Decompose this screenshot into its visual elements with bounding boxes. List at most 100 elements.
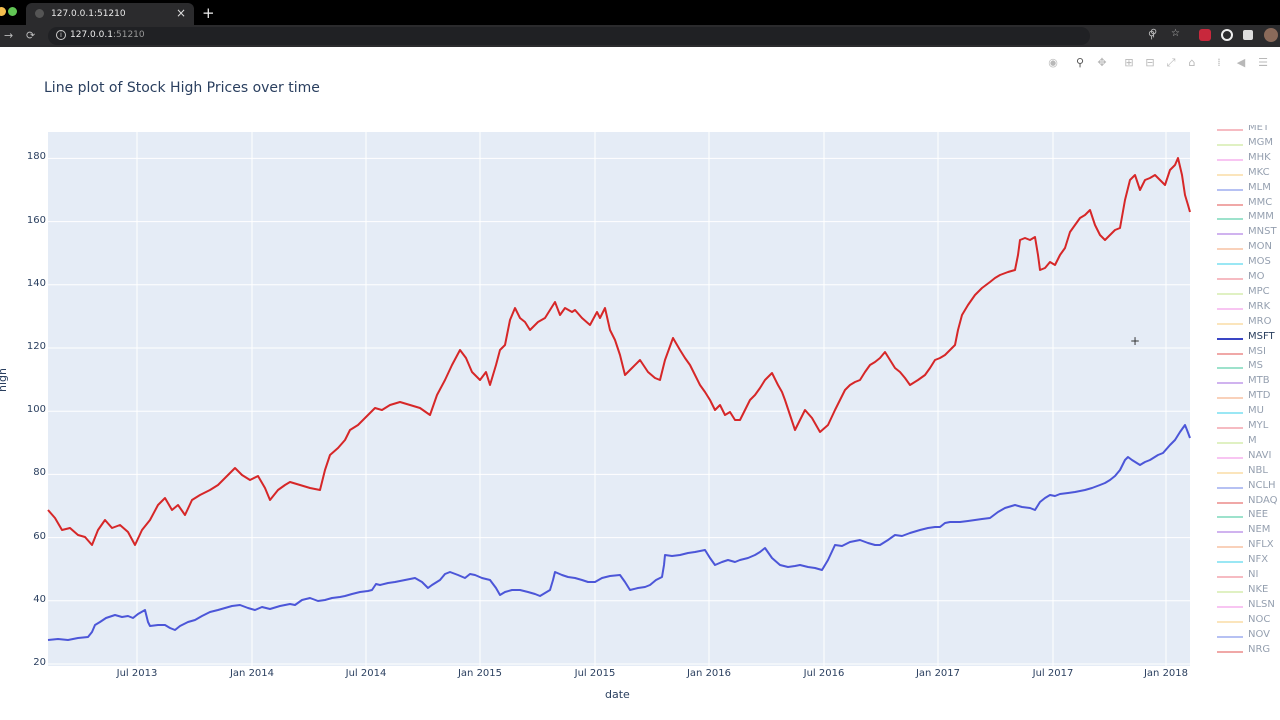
legend-label: NRG (1248, 643, 1271, 655)
window-minimize-button[interactable] (0, 7, 6, 16)
legend-label: MRK (1248, 300, 1271, 312)
legend-label: NBL (1248, 464, 1268, 476)
legend-item-m[interactable]: M (1213, 435, 1280, 450)
legend-item-nbl[interactable]: NBL (1213, 465, 1280, 480)
legend-swatch (1217, 233, 1243, 236)
zoom-page-icon[interactable]: ⚲ (1148, 30, 1156, 41)
legend-item-met[interactable]: MET (1213, 125, 1280, 137)
legend-swatch (1217, 412, 1243, 415)
legend-item-nflx[interactable]: NFLX (1213, 539, 1280, 554)
legend-label: MMC (1248, 196, 1273, 208)
legend-item-mu[interactable]: MU (1213, 405, 1280, 420)
legend-swatch (1217, 129, 1243, 131)
page-zoom-icon[interactable]: ⚲ (1150, 28, 1158, 39)
legend-swatch (1217, 501, 1243, 504)
series-line-msft[interactable] (47, 424, 1191, 641)
legend-label: MGM (1248, 136, 1274, 148)
zoom-out-icon[interactable]: ⊟ (1145, 56, 1155, 69)
legend-label: NCLH (1248, 479, 1276, 491)
hover-closest-icon[interactable]: ◀ (1236, 56, 1246, 69)
legend-item-navi[interactable]: NAVI (1213, 450, 1280, 465)
hover-compare-icon[interactable]: ☰ (1258, 56, 1268, 69)
legend-item-nke[interactable]: NKE (1213, 584, 1280, 599)
new-tab-button[interactable]: + (202, 4, 215, 22)
y-tick-label: 40 (33, 593, 46, 605)
legend-item-mlm[interactable]: MLM (1213, 182, 1280, 197)
legend-swatch (1217, 605, 1243, 608)
legend-item-nem[interactable]: NEM (1213, 524, 1280, 539)
url-port: :51210 (112, 30, 145, 40)
legend-swatch (1217, 635, 1243, 638)
legend-swatch (1217, 620, 1243, 623)
legend-item-mtb[interactable]: MTB (1213, 375, 1280, 390)
legend-swatch (1217, 590, 1243, 593)
y-tick-label: 100 (26, 404, 46, 416)
window-maximize-button[interactable] (8, 7, 17, 16)
plot-area[interactable] (48, 132, 1190, 666)
bookmark-star-icon[interactable]: ☆ (1171, 28, 1180, 39)
legend-item-mo[interactable]: MO (1213, 271, 1280, 286)
legend-item-nov[interactable]: NOV (1213, 629, 1280, 644)
legend-label: MLM (1248, 181, 1271, 193)
legend-item-ms[interactable]: MS (1213, 360, 1280, 375)
legend-item-nee[interactable]: NEE (1213, 509, 1280, 524)
legend-item-mpc[interactable]: MPC (1213, 286, 1280, 301)
spike-lines-icon[interactable]: ⁞ (1217, 56, 1221, 69)
legend-swatch (1217, 337, 1243, 340)
extension-red-icon[interactable] (1199, 29, 1211, 41)
browser-tab[interactable]: 127.0.0.1:51210 × (26, 3, 194, 25)
legend-item-mgm[interactable]: MGM (1213, 137, 1280, 152)
info-icon[interactable]: i (56, 30, 66, 40)
legend-item-mos[interactable]: MOS (1213, 256, 1280, 271)
zoom-in-icon[interactable]: ⊞ (1124, 56, 1134, 69)
extensions-puzzle-icon[interactable] (1243, 30, 1253, 40)
legend-item-nclh[interactable]: NCLH (1213, 480, 1280, 495)
globe-icon (35, 9, 44, 18)
legend-item-mhk[interactable]: MHK (1213, 152, 1280, 167)
forward-icon[interactable]: → (4, 29, 14, 42)
legend-item-mmc[interactable]: MMC (1213, 197, 1280, 212)
x-tick-label: Jul 2014 (345, 668, 387, 679)
download-plot-icon[interactable]: ◉ (1048, 56, 1058, 69)
x-tick-label: Jan 2014 (229, 668, 275, 679)
legend-item-ni[interactable]: NI (1213, 569, 1280, 584)
y-tick-label: 140 (26, 277, 46, 289)
legend-item-mtd[interactable]: MTD (1213, 390, 1280, 405)
legend-label: NEE (1248, 509, 1269, 521)
legend-item-mmm[interactable]: MMM (1213, 211, 1280, 226)
reset-axes-icon[interactable]: ⌂ (1188, 56, 1196, 69)
reload-icon[interactable]: ⟳ (26, 29, 36, 42)
autoscale-icon[interactable]: ⤢ (1166, 56, 1176, 69)
legend-item-msft[interactable]: MSFT (1213, 331, 1280, 346)
zoom-icon[interactable]: ⚲ (1075, 56, 1085, 69)
legend-item-ndaq[interactable]: NDAQ (1213, 495, 1280, 510)
legend-item-msi[interactable]: MSI (1213, 346, 1280, 361)
github-extension-icon[interactable] (1221, 29, 1233, 41)
legend-item-mon[interactable]: MON (1213, 241, 1280, 256)
legend-label: MPC (1248, 285, 1270, 297)
pan-icon[interactable]: ✥ (1097, 56, 1107, 69)
y-tick-label: 120 (26, 341, 46, 352)
legend-item-nrg[interactable]: NRG (1213, 644, 1280, 659)
legend-item-nlsn[interactable]: NLSN (1213, 599, 1280, 614)
x-axis-label: date (605, 688, 630, 701)
legend-item-mkc[interactable]: MKC (1213, 167, 1280, 182)
legend-label: NLSN (1248, 598, 1275, 610)
profile-avatar[interactable] (1264, 28, 1278, 42)
series-line[interactable] (47, 157, 1191, 546)
address-bar[interactable]: i 127.0.0.1:51210 ⚲ (48, 27, 1155, 45)
legend-item-myl[interactable]: MYL (1213, 420, 1280, 435)
legend-item-mrk[interactable]: MRK (1213, 301, 1280, 316)
legend-swatch (1217, 143, 1243, 146)
legend-item-mnst[interactable]: MNST (1213, 226, 1280, 241)
close-tab-icon[interactable]: × (175, 6, 186, 20)
legend-item-mro[interactable]: MRO (1213, 316, 1280, 331)
legend[interactable]: MET MGM MHK MKC MLM MMC MMM MNST MON MOS MO MPC MRK M… (1213, 125, 1280, 670)
legend-swatch (1217, 188, 1243, 191)
legend-label: MON (1248, 241, 1272, 253)
legend-swatch (1217, 158, 1243, 161)
legend-item-nfx[interactable]: NFX (1213, 554, 1280, 569)
legend-item-noc[interactable]: NOC (1213, 614, 1280, 629)
legend-swatch (1217, 248, 1243, 251)
chart-title: Line plot of Stock High Prices over time (44, 80, 320, 96)
